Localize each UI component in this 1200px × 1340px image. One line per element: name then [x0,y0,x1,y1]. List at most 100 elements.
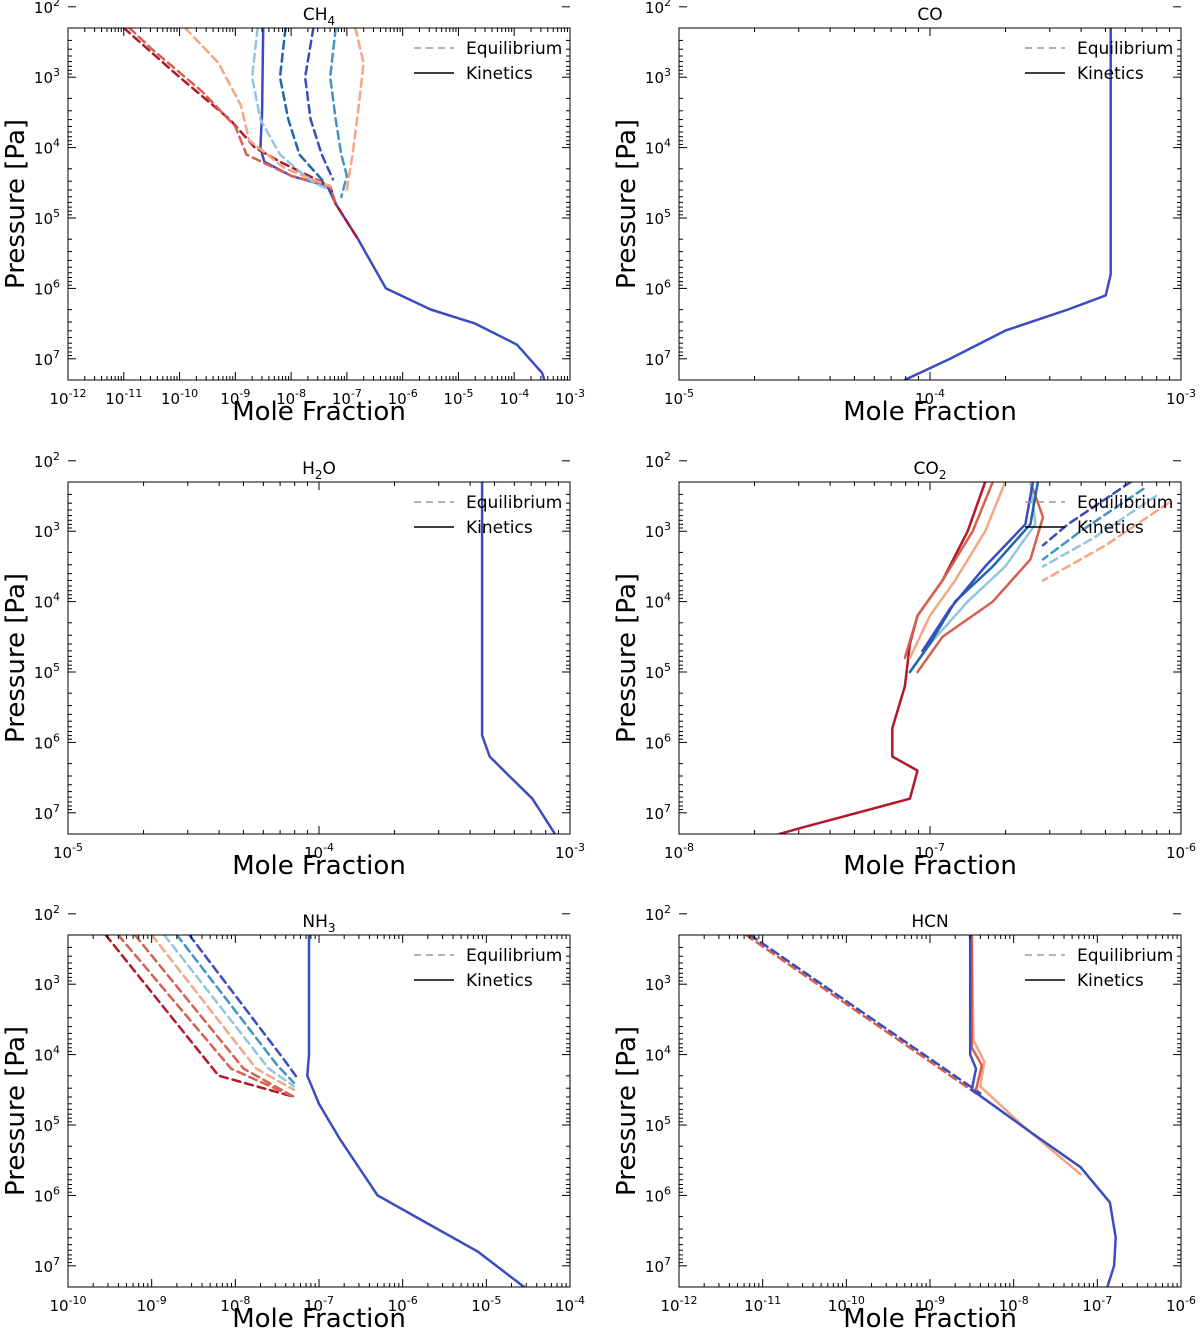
y-tick-label: 106 [34,277,60,298]
equilibrium-curve-4 [250,28,332,192]
x-tick-label: 10-6 [1166,1294,1196,1315]
y-tick-label: 106 [34,1184,60,1205]
x-tick-label: 10-7 [332,387,362,408]
legend: Equilibrium Kinetics [414,39,562,84]
legend: Equilibrium Kinetics [1025,39,1173,84]
y-axis-label: Pressure [Pa] [612,573,642,743]
y-tick-label: 107 [645,802,671,823]
x-tick-label: 10-11 [105,387,142,408]
x-tick-label: 10-9 [915,1294,945,1315]
x-tick-label: 10-5 [471,1294,501,1315]
y-tick-label: 106 [645,1184,671,1205]
series-group [480,482,557,834]
x-tick-label: 10-4 [499,387,529,408]
x-tick-label: 10-7 [915,841,945,862]
y-tick-label: 103 [34,973,60,994]
panel-co2: 10-8 10-7 10-6 102 103 104 105 106 107 CO2 Mole Fr… [612,450,1196,881]
panel-title: CO2 [914,459,947,482]
equilibrium-curve-5 [162,935,296,1088]
y-tick-label: 102 [34,450,60,471]
x-tick-label: 10-5 [53,841,83,862]
kinetics-curve-1 [903,482,995,660]
equilibrium-curve-2 [116,935,296,1099]
equilibrium-curve-1 [748,935,982,1095]
x-tick-label: 10-8 [999,1294,1029,1315]
legend-label-equilibrium: Equilibrium [1077,493,1173,513]
equilibrium-curve-3 [183,28,332,188]
y-tick-label: 105 [34,207,60,228]
y-tick-label: 105 [645,661,671,682]
equilibrium-curve-0 [744,935,978,1095]
y-tick-label: 106 [645,731,671,752]
series-group [744,935,1117,1287]
y-tick-label: 105 [34,1114,60,1135]
equilibrium-curve-8 [1041,487,1145,561]
y-axis-label: Pressure [Pa] [612,1026,642,1196]
y-tick-label: 104 [34,591,60,612]
kinetics-curve-0 [306,935,526,1287]
kinetics-curve-0 [778,482,987,834]
panel-h2o: 10-5 10-4 10-3 102 103 104 105 106 107 H2O Mole Fr… [1,450,585,881]
x-tick-label: 10-8 [664,841,694,862]
y-tick-label: 104 [34,1044,60,1065]
y-tick-label: 102 [645,450,671,471]
kinetics-curve-3 [916,482,1045,674]
y-axis-label: Pressure [Pa] [1,573,31,743]
y-tick-label: 102 [34,903,60,924]
x-axis-label: Mole Fraction [232,397,406,427]
x-tick-label: 10-3 [555,841,585,862]
x-axis-label: Mole Fraction [843,851,1017,881]
y-tick-label: 102 [34,0,60,17]
x-tick-label: 10-4 [555,1294,585,1315]
x-axis-label: Mole Fraction [232,851,406,881]
y-tick-label: 103 [34,520,60,541]
legend-label-equilibrium: Equilibrium [466,493,562,513]
x-tick-label: 10-6 [1166,841,1196,862]
legend-label-kinetics: Kinetics [466,518,533,538]
kinetics-curve-3 [970,935,984,1092]
equilibrium-curve-7 [328,28,349,199]
legend-label-kinetics: Kinetics [1077,518,1144,538]
legend-label-kinetics: Kinetics [466,64,533,84]
x-tick-label: 10-6 [388,1294,418,1315]
legend-label-equilibrium: Equilibrium [1077,946,1173,966]
panel-ch4: 10-12 10-11 10-10 10-9 10-8 10-7 10-6 10-5 10-4 1… [1,0,585,427]
y-axis-label: Pressure [Pa] [612,119,642,289]
series-group [778,482,1170,834]
x-tick-label: 10-8 [276,387,306,408]
x-tick-label: 10-4 [915,387,945,408]
x-axis-label: Mole Fraction [232,1304,406,1334]
y-tick-label: 107 [645,1255,671,1276]
y-tick-label: 107 [34,1255,60,1276]
equilibrium-curve-3 [133,935,296,1099]
legend: Equilibrium Kinetics [1025,493,1173,538]
y-tick-label: 102 [645,0,671,17]
equilibrium-curve-1 [122,28,360,241]
equilibrium-curve-9 [1041,494,1158,568]
x-tick-label: 10-7 [304,1294,334,1315]
kinetics-curve-6 [921,482,1035,653]
y-axis-label: Pressure [Pa] [1,119,31,289]
y-tick-label: 104 [645,591,671,612]
x-tick-label: 10-12 [49,387,86,408]
kinetics-curve-2 [908,482,1007,660]
y-tick-label: 104 [645,137,671,158]
x-tick-label: 10-8 [220,1294,250,1315]
y-tick-label: 107 [645,348,671,369]
y-tick-label: 105 [645,207,671,228]
y-tick-label: 103 [34,66,60,87]
equilibrium-curve-4 [150,935,296,1092]
x-axis-label: Mole Fraction [843,1304,1017,1334]
panel-title: CH4 [303,5,335,28]
equilibrium-curve-6 [303,28,335,181]
legend-label-kinetics: Kinetics [1077,971,1144,991]
panel-title: CO [917,5,942,25]
y-axis-label: Pressure [Pa] [1,1026,31,1196]
x-tick-label: 10-11 [744,1294,781,1315]
equilibrium-curve-2 [128,28,337,206]
legend-label-equilibrium: Equilibrium [466,946,562,966]
equilibrium-curve-8 [345,28,365,192]
panel-co: 10-5 10-4 10-3 102 103 104 105 106 107 CO Mole Fra… [612,0,1196,427]
x-tick-label: 10-3 [555,387,585,408]
